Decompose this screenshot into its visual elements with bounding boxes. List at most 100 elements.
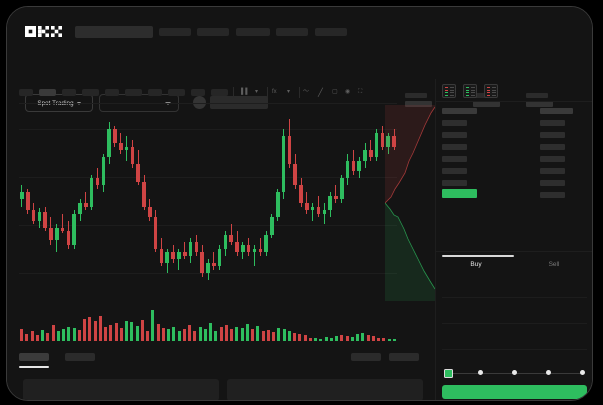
timeframe-button-8[interactable] <box>168 89 185 96</box>
orderbook-mode-asks-icon[interactable] <box>484 84 498 98</box>
candle-body <box>84 203 88 207</box>
candle-body <box>118 143 123 151</box>
candle-body <box>153 217 158 249</box>
volume-bar <box>224 325 228 341</box>
candle-body <box>148 206 152 218</box>
bottom-panel-right[interactable] <box>227 379 423 400</box>
orderbook-mode-both-icon[interactable] <box>442 84 456 98</box>
timeframe-button-9[interactable] <box>191 89 205 96</box>
draw-pencil-icon[interactable]: ╱ <box>318 88 323 97</box>
indicators-icon[interactable]: fx <box>272 89 277 95</box>
order-price-field[interactable] <box>442 281 587 298</box>
nav-item-2[interactable] <box>197 28 229 36</box>
orderbook-row[interactable] <box>442 168 467 174</box>
orderbook-row[interactable] <box>540 156 565 162</box>
orderbook-row[interactable] <box>442 156 467 162</box>
candle-body <box>101 157 106 186</box>
orderbook-row[interactable] <box>442 180 467 186</box>
camera-snapshot-icon[interactable]: ▢ <box>332 89 338 95</box>
orderbook-row[interactable] <box>540 132 565 138</box>
nav-item-4[interactable] <box>276 28 308 36</box>
bottom-action-1[interactable] <box>351 353 381 361</box>
orderbook-column-header-right <box>540 108 573 114</box>
nav-item-5[interactable] <box>315 28 347 36</box>
timeframe-button-1[interactable] <box>19 89 33 96</box>
candle-body <box>31 210 36 221</box>
volume-bar <box>209 322 213 341</box>
candle-body <box>264 234 268 253</box>
tab-buy[interactable]: Buy <box>470 261 482 268</box>
slider-stop-75[interactable] <box>546 370 551 375</box>
timeframe-button-6[interactable] <box>125 89 142 96</box>
volume-bar <box>161 327 165 341</box>
okx-logo[interactable] <box>25 26 65 37</box>
order-amount-field[interactable] <box>442 307 587 324</box>
indicators-dropdown-icon[interactable]: ▾ <box>287 89 291 95</box>
orders-section <box>19 347 429 400</box>
orderbook-mode-bids-icon[interactable] <box>463 84 477 98</box>
candle-type-icon[interactable]: ▐▐ <box>239 89 248 95</box>
candle-body <box>316 206 321 214</box>
timeframe-button-7[interactable] <box>148 89 162 96</box>
orderbook-row[interactable] <box>540 120 565 126</box>
timeframe-button-4[interactable] <box>82 89 99 96</box>
chart-type-dropdown-icon[interactable]: ▾ <box>255 89 259 95</box>
order-book-and-trade-panel: Buy Sell <box>435 79 592 400</box>
nav-item-3[interactable] <box>236 28 270 36</box>
timeframe-button-10[interactable] <box>211 89 228 96</box>
bottom-action-2[interactable] <box>389 353 419 361</box>
slider-stop-100[interactable] <box>580 370 585 375</box>
slider-handle[interactable] <box>444 369 453 378</box>
chart-toolbar: ▐▐ ▾ fx ▾ 〜 ╱ ▢ ◉ ⛶ <box>19 85 397 104</box>
stat-24h-volume <box>526 93 553 107</box>
orderbook-row[interactable] <box>442 132 467 138</box>
volume-bar <box>392 339 396 341</box>
tab-sell[interactable]: Sell <box>548 261 560 268</box>
volume-bar <box>156 324 160 341</box>
orderbook-row[interactable] <box>540 144 565 150</box>
volume-bar <box>88 316 92 341</box>
candle-body <box>328 195 332 211</box>
price-chart[interactable] <box>19 105 397 301</box>
timeframe-button-3[interactable] <box>62 89 76 96</box>
volume-bar <box>377 337 381 341</box>
slider-stop-50[interactable] <box>512 370 517 375</box>
nav-item-1[interactable] <box>159 28 191 36</box>
timeframe-button-5[interactable] <box>105 89 119 96</box>
candle-body <box>113 129 117 144</box>
volume-bar <box>83 318 87 341</box>
bottom-panel-left[interactable] <box>23 379 219 400</box>
tab-open-orders[interactable] <box>19 353 49 361</box>
candle-body <box>212 262 216 267</box>
timeframe-button-2[interactable] <box>39 89 56 96</box>
line-tool-icon[interactable]: 〜 <box>303 89 310 95</box>
stat-value <box>473 101 500 107</box>
candle-body <box>124 146 129 151</box>
stat-label <box>405 93 427 98</box>
amount-percent-slider[interactable] <box>444 369 586 378</box>
panel-divider <box>436 101 592 102</box>
orderbook-row[interactable] <box>540 168 565 174</box>
global-search-input[interactable] <box>75 26 153 38</box>
order-total-field[interactable] <box>442 333 587 350</box>
orderbook-row[interactable] <box>540 192 565 198</box>
place-buy-order-button[interactable] <box>442 385 587 399</box>
orderbook-row[interactable] <box>442 144 467 150</box>
volume-bar <box>340 335 344 341</box>
candle-wick <box>213 252 215 270</box>
candle-body <box>37 211 42 221</box>
toolbar-divider <box>299 87 300 98</box>
candle-wick <box>259 238 261 256</box>
candle-body <box>270 217 274 235</box>
chart-settings-icon[interactable]: ◉ <box>345 89 351 95</box>
market-sub-header: Spot Trading <box>7 45 592 112</box>
orderbook-row[interactable] <box>540 180 565 186</box>
tab-order-history[interactable] <box>65 353 95 361</box>
volume-bar <box>287 331 291 341</box>
slider-stop-25[interactable] <box>478 370 483 375</box>
orderbook-spread-highlight <box>442 189 477 198</box>
fullscreen-icon[interactable]: ⛶ <box>358 89 363 95</box>
orderbook-row[interactable] <box>442 120 467 126</box>
volume-bar <box>135 326 139 341</box>
volume-bar <box>198 326 202 341</box>
